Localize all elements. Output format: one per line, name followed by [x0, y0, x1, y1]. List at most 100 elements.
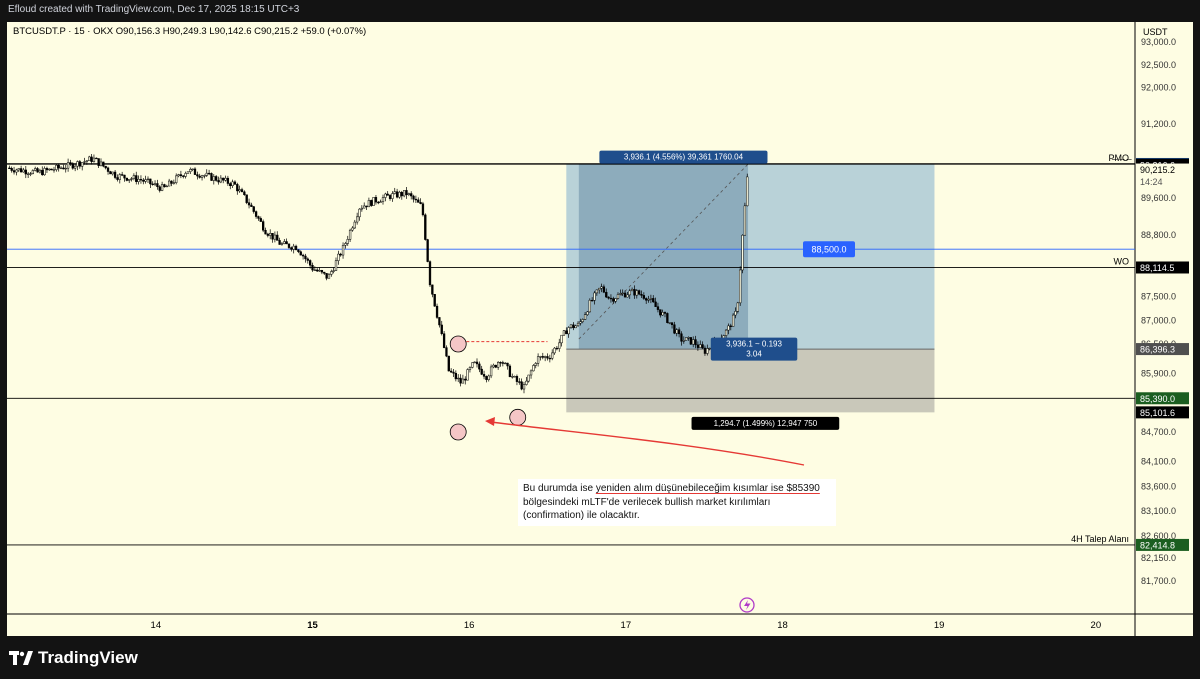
candle-body-218[interactable] [520, 381, 523, 390]
candle-body-149[interactable] [358, 208, 361, 218]
candle-body-171[interactable] [410, 193, 413, 197]
candle-body-11[interactable] [34, 168, 37, 171]
candle-body-22[interactable] [59, 167, 63, 169]
candle-body-308[interactable] [732, 314, 735, 327]
candle-body-268[interactable] [638, 290, 641, 295]
candle-body-55[interactable] [137, 179, 140, 182]
candle-body-71[interactable] [175, 175, 178, 183]
candle-body-224[interactable] [534, 363, 537, 366]
candle-body-188[interactable] [450, 370, 453, 373]
candle-body-110[interactable] [266, 233, 270, 236]
candle-body-121[interactable] [292, 245, 295, 250]
candle-body-196[interactable] [468, 367, 472, 370]
candle-body-146[interactable] [351, 227, 354, 231]
candle-body-295[interactable] [701, 344, 704, 349]
candle-body-207[interactable] [494, 364, 497, 368]
candle-body-233[interactable] [555, 347, 559, 350]
candle-body-25[interactable] [66, 162, 70, 169]
candle-body-298[interactable] [708, 347, 711, 350]
candle-body-46[interactable] [116, 177, 119, 180]
candle-body-209[interactable] [499, 362, 502, 364]
candle-body-282[interactable] [670, 322, 674, 325]
candle-body-270[interactable] [642, 295, 646, 299]
candle-body-251[interactable] [598, 287, 601, 291]
candle-body-208[interactable] [497, 362, 500, 368]
candle-body-17[interactable] [48, 168, 51, 171]
candle-body-7[interactable] [24, 169, 27, 175]
candle-body-292[interactable] [694, 339, 697, 346]
candle-body-197[interactable] [471, 362, 474, 368]
candle-body-229[interactable] [546, 356, 549, 359]
candle-body-285[interactable] [677, 329, 681, 335]
candle-body-221[interactable] [527, 374, 530, 382]
candle-body-291[interactable] [692, 339, 695, 345]
candle-body-279[interactable] [663, 312, 667, 314]
candle-body-52[interactable] [130, 178, 133, 180]
candle-body-193[interactable] [461, 378, 465, 384]
candle-body-21[interactable] [57, 164, 60, 169]
candle-body-89[interactable] [217, 180, 220, 183]
candle-body-199[interactable] [475, 361, 479, 365]
candle-body-58[interactable] [144, 179, 147, 182]
candle-body-123[interactable] [297, 249, 300, 252]
candle-body-74[interactable] [182, 175, 185, 177]
candle-body-136[interactable] [327, 274, 331, 279]
candle-body-310[interactable] [736, 302, 740, 312]
candle-body-143[interactable] [344, 243, 347, 246]
candle-body-78[interactable] [191, 168, 194, 170]
candle-body-108[interactable] [262, 221, 265, 231]
candle-body-9[interactable] [29, 173, 32, 175]
candle-body-148[interactable] [356, 216, 359, 223]
candle-body-277[interactable] [659, 309, 662, 316]
candle-body-140[interactable] [337, 253, 340, 261]
candle-body-157[interactable] [377, 201, 380, 204]
candle-body-257[interactable] [612, 298, 615, 302]
candle-body-90[interactable] [219, 177, 222, 183]
candle-body-220[interactable] [525, 380, 528, 385]
candle-body-178[interactable] [426, 239, 429, 262]
candle-body-130[interactable] [313, 269, 317, 271]
candle-body-173[interactable] [414, 198, 418, 201]
candle-body-267[interactable] [635, 290, 638, 296]
candle-body-132[interactable] [318, 270, 321, 272]
candle-body-48[interactable] [121, 174, 124, 176]
candle-body-212[interactable] [506, 362, 509, 367]
candle-body-293[interactable] [696, 344, 700, 348]
candle-body-245[interactable] [583, 314, 587, 320]
candle-body-1[interactable] [10, 168, 13, 171]
candle-body-42[interactable] [106, 167, 110, 172]
candle-body-237[interactable] [565, 330, 568, 335]
candle-body-250[interactable] [595, 289, 599, 294]
candle-body-254[interactable] [605, 291, 608, 298]
candle-body-81[interactable] [198, 175, 201, 178]
candle-body-61[interactable] [151, 183, 154, 186]
candle-body-38[interactable] [97, 158, 100, 167]
candle-body-113[interactable] [273, 234, 277, 240]
candle-body-129[interactable] [311, 264, 314, 271]
candle-body-29[interactable] [76, 161, 79, 167]
candle-body-115[interactable] [278, 240, 281, 245]
candle-body-198[interactable] [473, 361, 476, 364]
candle-body-101[interactable] [245, 194, 248, 203]
candle-body-54[interactable] [135, 175, 138, 182]
candle-body-182[interactable] [435, 305, 439, 318]
candle-body-153[interactable] [367, 200, 371, 208]
candle-body-86[interactable] [210, 173, 213, 181]
candle-body-165[interactable] [395, 191, 399, 198]
lightning-icon[interactable] [744, 600, 751, 610]
candle-body-98[interactable] [238, 189, 241, 192]
chart-svg[interactable]: BTCUSDT.P · 15 · OKX O90,156.3 H90,249.3… [7, 22, 1193, 636]
candle-body-166[interactable] [398, 191, 401, 198]
candle-body-83[interactable] [203, 175, 206, 177]
candle-body-154[interactable] [370, 200, 373, 206]
candle-body-57[interactable] [142, 179, 145, 182]
candle-body-290[interactable] [689, 337, 693, 345]
candle-body-265[interactable] [630, 289, 634, 292]
candle-body-186[interactable] [445, 347, 448, 357]
candle-body-263[interactable] [626, 294, 629, 298]
candle-body-126[interactable] [304, 255, 307, 260]
candle-body-278[interactable] [661, 312, 664, 316]
candle-body-269[interactable] [640, 294, 643, 296]
candle-body-30[interactable] [78, 161, 81, 167]
candle-body-297[interactable] [706, 348, 709, 354]
